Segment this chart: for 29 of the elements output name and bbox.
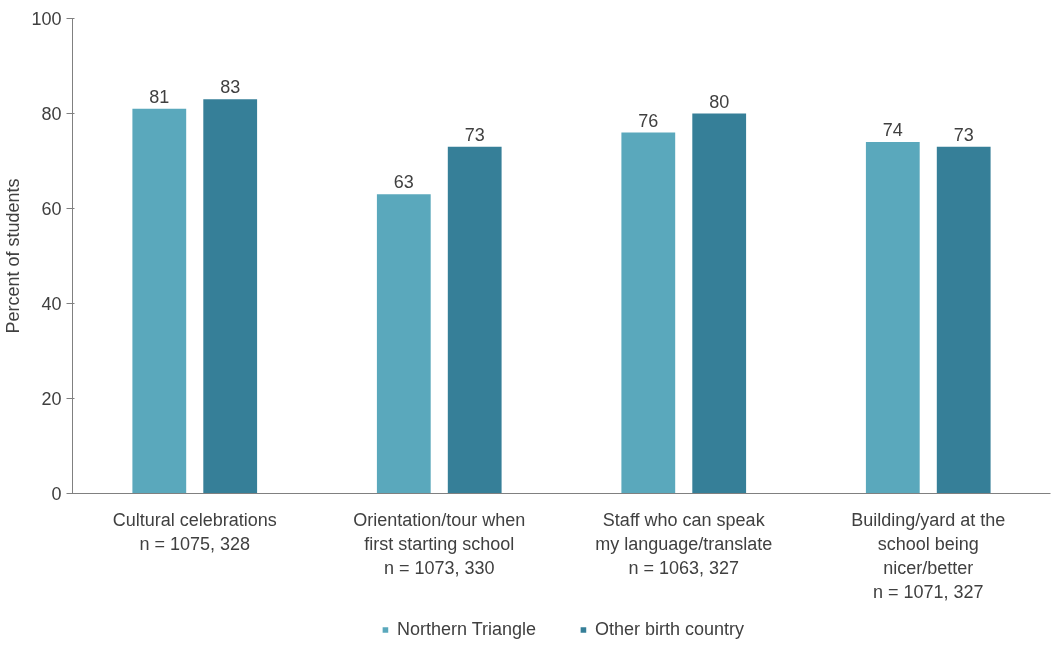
y-axis-title: Percent of students: [3, 178, 24, 334]
y-tick-label: 100: [31, 9, 62, 29]
bar: [936, 146, 991, 494]
bar: [621, 132, 676, 494]
data-label: 73: [953, 124, 974, 145]
data-label: 74: [882, 120, 903, 140]
bar: [203, 99, 258, 494]
x-tick-label: Orientation/tour when first starting school n = 1073, 330: [353, 509, 526, 578]
bar: [132, 108, 187, 494]
data-label: 83: [220, 77, 241, 98]
x-tick-label: Cultural celebrations n = 1075, 328: [112, 509, 277, 554]
x-tick-label: Building/yard at the school being nicer/better n = 1071, 327: [851, 509, 1006, 602]
bar: [447, 146, 502, 494]
y-tick-label: 0: [51, 484, 62, 504]
data-label: 63: [393, 172, 414, 193]
legend-label: Northern Triangle: [396, 618, 537, 640]
bar: [865, 142, 920, 494]
x-tick-label: Staff who can speak my language/translate n = 1063, 327: [595, 509, 773, 578]
data-label: 76: [638, 110, 659, 131]
y-tick-label: 80: [41, 104, 62, 124]
bar: [692, 113, 747, 494]
y-tick-label: 20: [41, 389, 62, 409]
legend-label: Other birth country: [595, 618, 745, 640]
data-label: 73: [464, 124, 485, 145]
data-label: 80: [709, 91, 730, 112]
y-tick-label: 60: [41, 199, 62, 219]
bar: [376, 194, 431, 494]
y-tick-label: 40: [41, 294, 62, 314]
data-label: 81: [149, 86, 170, 107]
